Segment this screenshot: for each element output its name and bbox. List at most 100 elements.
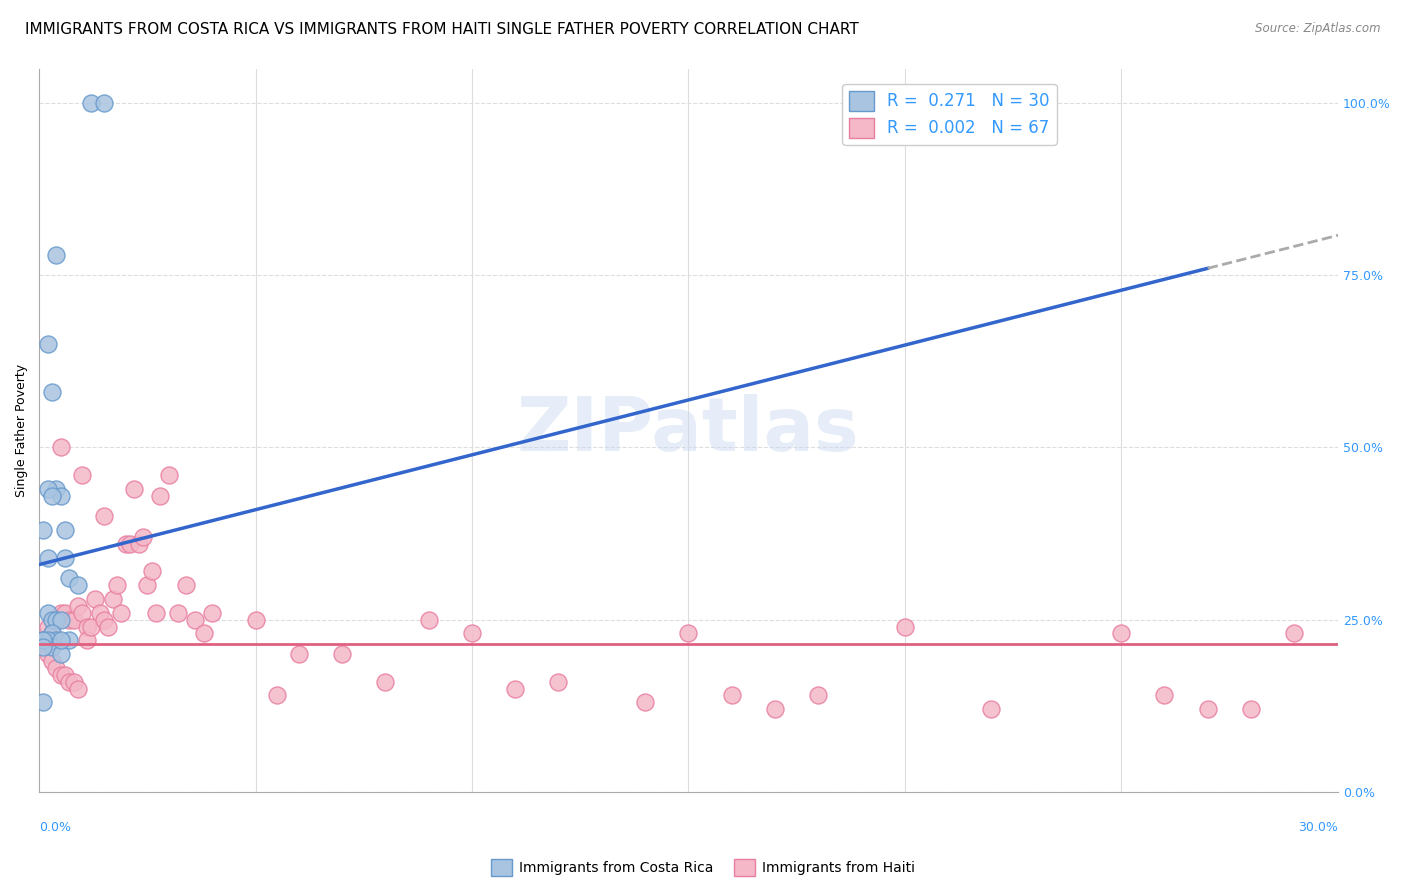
Point: [128, 537, 150, 551]
Point: [58, 674, 80, 689]
Point: [118, 537, 141, 551]
Point: [41, 385, 63, 400]
Point: [49, 647, 72, 661]
Point: [37, 619, 59, 633]
Text: ZIPatlas: ZIPatlas: [517, 393, 859, 467]
Point: [37, 337, 59, 351]
Point: [58, 613, 80, 627]
Point: [53, 606, 76, 620]
Point: [45, 661, 67, 675]
Point: [461, 626, 484, 640]
Point: [45, 633, 67, 648]
Point: [763, 702, 786, 716]
Point: [53, 550, 76, 565]
Point: [136, 578, 159, 592]
Point: [72, 606, 94, 620]
Point: [41, 489, 63, 503]
Point: [37, 550, 59, 565]
Point: [67, 599, 90, 613]
Point: [503, 681, 526, 696]
Point: [93, 95, 115, 110]
Point: [32, 633, 55, 648]
Text: 0.0%: 0.0%: [39, 821, 72, 834]
Point: [41, 640, 63, 655]
Point: [132, 530, 155, 544]
Point: [157, 468, 180, 483]
Point: [37, 606, 59, 620]
Point: [58, 633, 80, 648]
Point: [678, 626, 700, 640]
Point: [166, 606, 188, 620]
Point: [1240, 702, 1263, 716]
Point: [32, 633, 55, 648]
Point: [62, 613, 84, 627]
Point: [32, 633, 55, 648]
Text: Source: ZipAtlas.com: Source: ZipAtlas.com: [1256, 22, 1381, 36]
Point: [807, 689, 830, 703]
Point: [110, 606, 132, 620]
Point: [1197, 702, 1219, 716]
Point: [418, 613, 440, 627]
Point: [45, 482, 67, 496]
Point: [547, 674, 569, 689]
Point: [41, 654, 63, 668]
Point: [53, 668, 76, 682]
Point: [32, 523, 55, 537]
Point: [45, 247, 67, 261]
Point: [93, 613, 115, 627]
Point: [62, 674, 84, 689]
Point: [32, 640, 55, 655]
Point: [149, 489, 172, 503]
Point: [80, 95, 103, 110]
Point: [76, 619, 98, 633]
Point: [41, 613, 63, 627]
Legend: Immigrants from Costa Rica, Immigrants from Haiti: Immigrants from Costa Rica, Immigrants f…: [485, 854, 921, 881]
Point: [49, 633, 72, 648]
Point: [58, 571, 80, 585]
Legend: R =  0.271   N = 30, R =  0.002   N = 67: R = 0.271 N = 30, R = 0.002 N = 67: [842, 84, 1056, 145]
Point: [45, 613, 67, 627]
Point: [893, 619, 915, 633]
Point: [76, 633, 98, 648]
Point: [245, 613, 267, 627]
Point: [84, 592, 107, 607]
Point: [49, 668, 72, 682]
Point: [67, 578, 90, 592]
Point: [124, 482, 146, 496]
Point: [105, 578, 128, 592]
Point: [80, 619, 103, 633]
Point: [184, 613, 207, 627]
Point: [374, 674, 396, 689]
Point: [53, 523, 76, 537]
Point: [72, 468, 94, 483]
Point: [49, 489, 72, 503]
Point: [49, 613, 72, 627]
Point: [37, 647, 59, 661]
Point: [720, 689, 742, 703]
Point: [980, 702, 1002, 716]
Point: [37, 633, 59, 648]
Point: [49, 441, 72, 455]
Point: [174, 578, 197, 592]
Text: 30.0%: 30.0%: [1298, 821, 1337, 834]
Point: [1284, 626, 1306, 640]
Point: [1109, 626, 1132, 640]
Text: IMMIGRANTS FROM COSTA RICA VS IMMIGRANTS FROM HAITI SINGLE FATHER POVERTY CORREL: IMMIGRANTS FROM COSTA RICA VS IMMIGRANTS…: [25, 22, 859, 37]
Point: [330, 647, 353, 661]
Point: [32, 695, 55, 709]
Point: [89, 606, 111, 620]
Point: [1153, 689, 1175, 703]
Point: [49, 606, 72, 620]
Y-axis label: Single Father Poverty: Single Father Poverty: [15, 364, 28, 497]
Point: [141, 565, 163, 579]
Point: [634, 695, 657, 709]
Point: [101, 592, 124, 607]
Point: [67, 681, 90, 696]
Point: [266, 689, 288, 703]
Point: [288, 647, 311, 661]
Point: [97, 619, 120, 633]
Point: [45, 633, 67, 648]
Point: [41, 626, 63, 640]
Point: [145, 606, 167, 620]
Point: [93, 509, 115, 524]
